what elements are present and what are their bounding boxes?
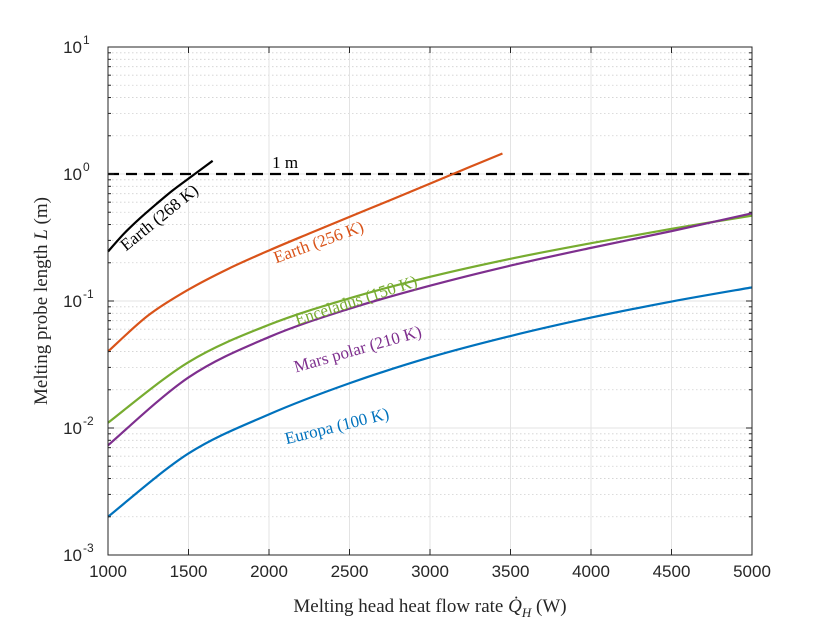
x-tick-label: 5000 [733, 562, 771, 581]
y-axis-label-unit: (m) [31, 197, 52, 224]
y-tick-exponent: -1 [83, 287, 94, 301]
x-tick-label: 1500 [170, 562, 208, 581]
tick-marks [107, 46, 753, 556]
x-tick-label: 3500 [492, 562, 530, 581]
reference-line-group: 1 m [108, 153, 752, 176]
x-tick-label: 1000 [89, 562, 127, 581]
series-line-1 [107, 152, 503, 353]
series-line-3 [107, 212, 753, 447]
x-axis-label-symbol: Q̇ [508, 595, 522, 617]
x-tick-labels: 1000 1500 2000 2500 3000 3500 4000 4500 5000 [89, 562, 771, 581]
y-tick-exponent: -2 [83, 414, 94, 428]
x-tick-label: 4500 [653, 562, 691, 581]
series-lines [107, 152, 753, 518]
y-tick-base: 10 [63, 546, 82, 565]
reference-line-label: 1 m [272, 153, 298, 172]
y-tick-label: 10 [63, 292, 82, 311]
y-tick-base: 10 [63, 292, 82, 311]
y-tick-base: 10 [63, 419, 82, 438]
series-line-2 [107, 214, 753, 424]
x-axis-label: Melting head heat flow rate Q̇H (W) [293, 595, 566, 620]
y-tick-label: 10 [63, 165, 82, 184]
x-tick-label: 3000 [411, 562, 449, 581]
y-tick-label: 10 [63, 419, 82, 438]
x-tick-label: 2000 [250, 562, 288, 581]
x-tick-label: 2500 [331, 562, 369, 581]
y-axis-label-text: Melting probe length [31, 244, 52, 405]
y-axis-label-symbol: L [31, 229, 52, 241]
series-line-0 [107, 159, 214, 253]
y-tick-label: 10 [63, 546, 82, 565]
y-tick-base: 10 [63, 38, 82, 57]
x-axis-label-text: Melting head heat flow rate [293, 596, 503, 617]
y-tick-base: 10 [63, 165, 82, 184]
y-tick-exponent: -3 [83, 541, 94, 555]
y-tick-exponent: 1 [83, 33, 90, 47]
series-line-4 [107, 286, 753, 518]
y-axis-label: Melting probe length L (m) [31, 197, 52, 405]
x-axis-label-unit: (W) [536, 596, 567, 617]
y-tick-label: 10 [63, 38, 82, 57]
x-axis-label-subscript: H [521, 605, 532, 620]
x-tick-label: 4000 [572, 562, 610, 581]
y-tick-exponent: 0 [83, 160, 90, 174]
